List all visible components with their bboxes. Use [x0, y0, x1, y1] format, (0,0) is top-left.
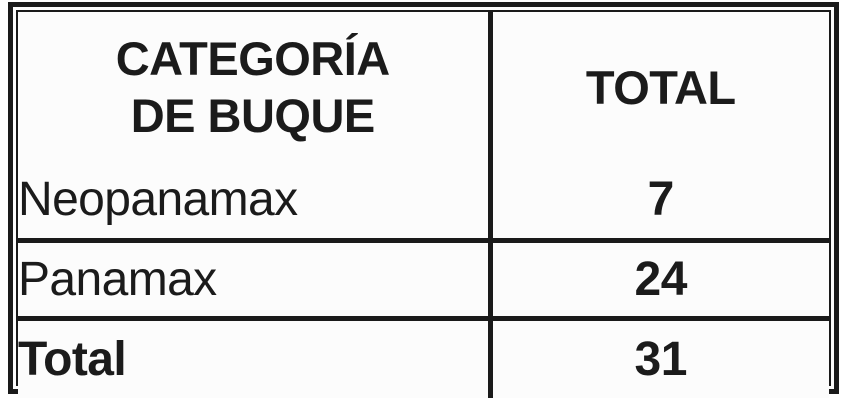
row-label-panamax: Panamax: [18, 240, 493, 321]
table-header-row: CATEGORÍA DE BUQUE TOTAL: [18, 12, 829, 162]
table-row: Panamax 24: [18, 240, 829, 321]
table-outer-border: CATEGORÍA DE BUQUE TOTAL Neopanamax 7 Pa…: [8, 2, 839, 398]
row-value-panamax: 24: [490, 240, 829, 321]
column-header-category-line1: CATEGORÍA: [115, 31, 391, 85]
vessel-category-table: CATEGORÍA DE BUQUE TOTAL Neopanamax 7 Pa…: [18, 12, 829, 398]
table-inner-border: CATEGORÍA DE BUQUE TOTAL Neopanamax 7 Pa…: [16, 10, 831, 398]
column-header-category-line2: DE BUQUE: [130, 89, 376, 142]
column-header-category: CATEGORÍA DE BUQUE: [18, 12, 493, 162]
row-label-total: Total: [18, 318, 493, 398]
row-value-neopanamax: 7: [490, 162, 829, 243]
row-label-neopanamax: Neopanamax: [18, 162, 493, 243]
table-row: Neopanamax 7: [18, 162, 829, 243]
table-row-total: Total 31: [18, 318, 829, 398]
row-value-total: 31: [490, 318, 829, 398]
column-header-total: TOTAL: [490, 12, 829, 162]
